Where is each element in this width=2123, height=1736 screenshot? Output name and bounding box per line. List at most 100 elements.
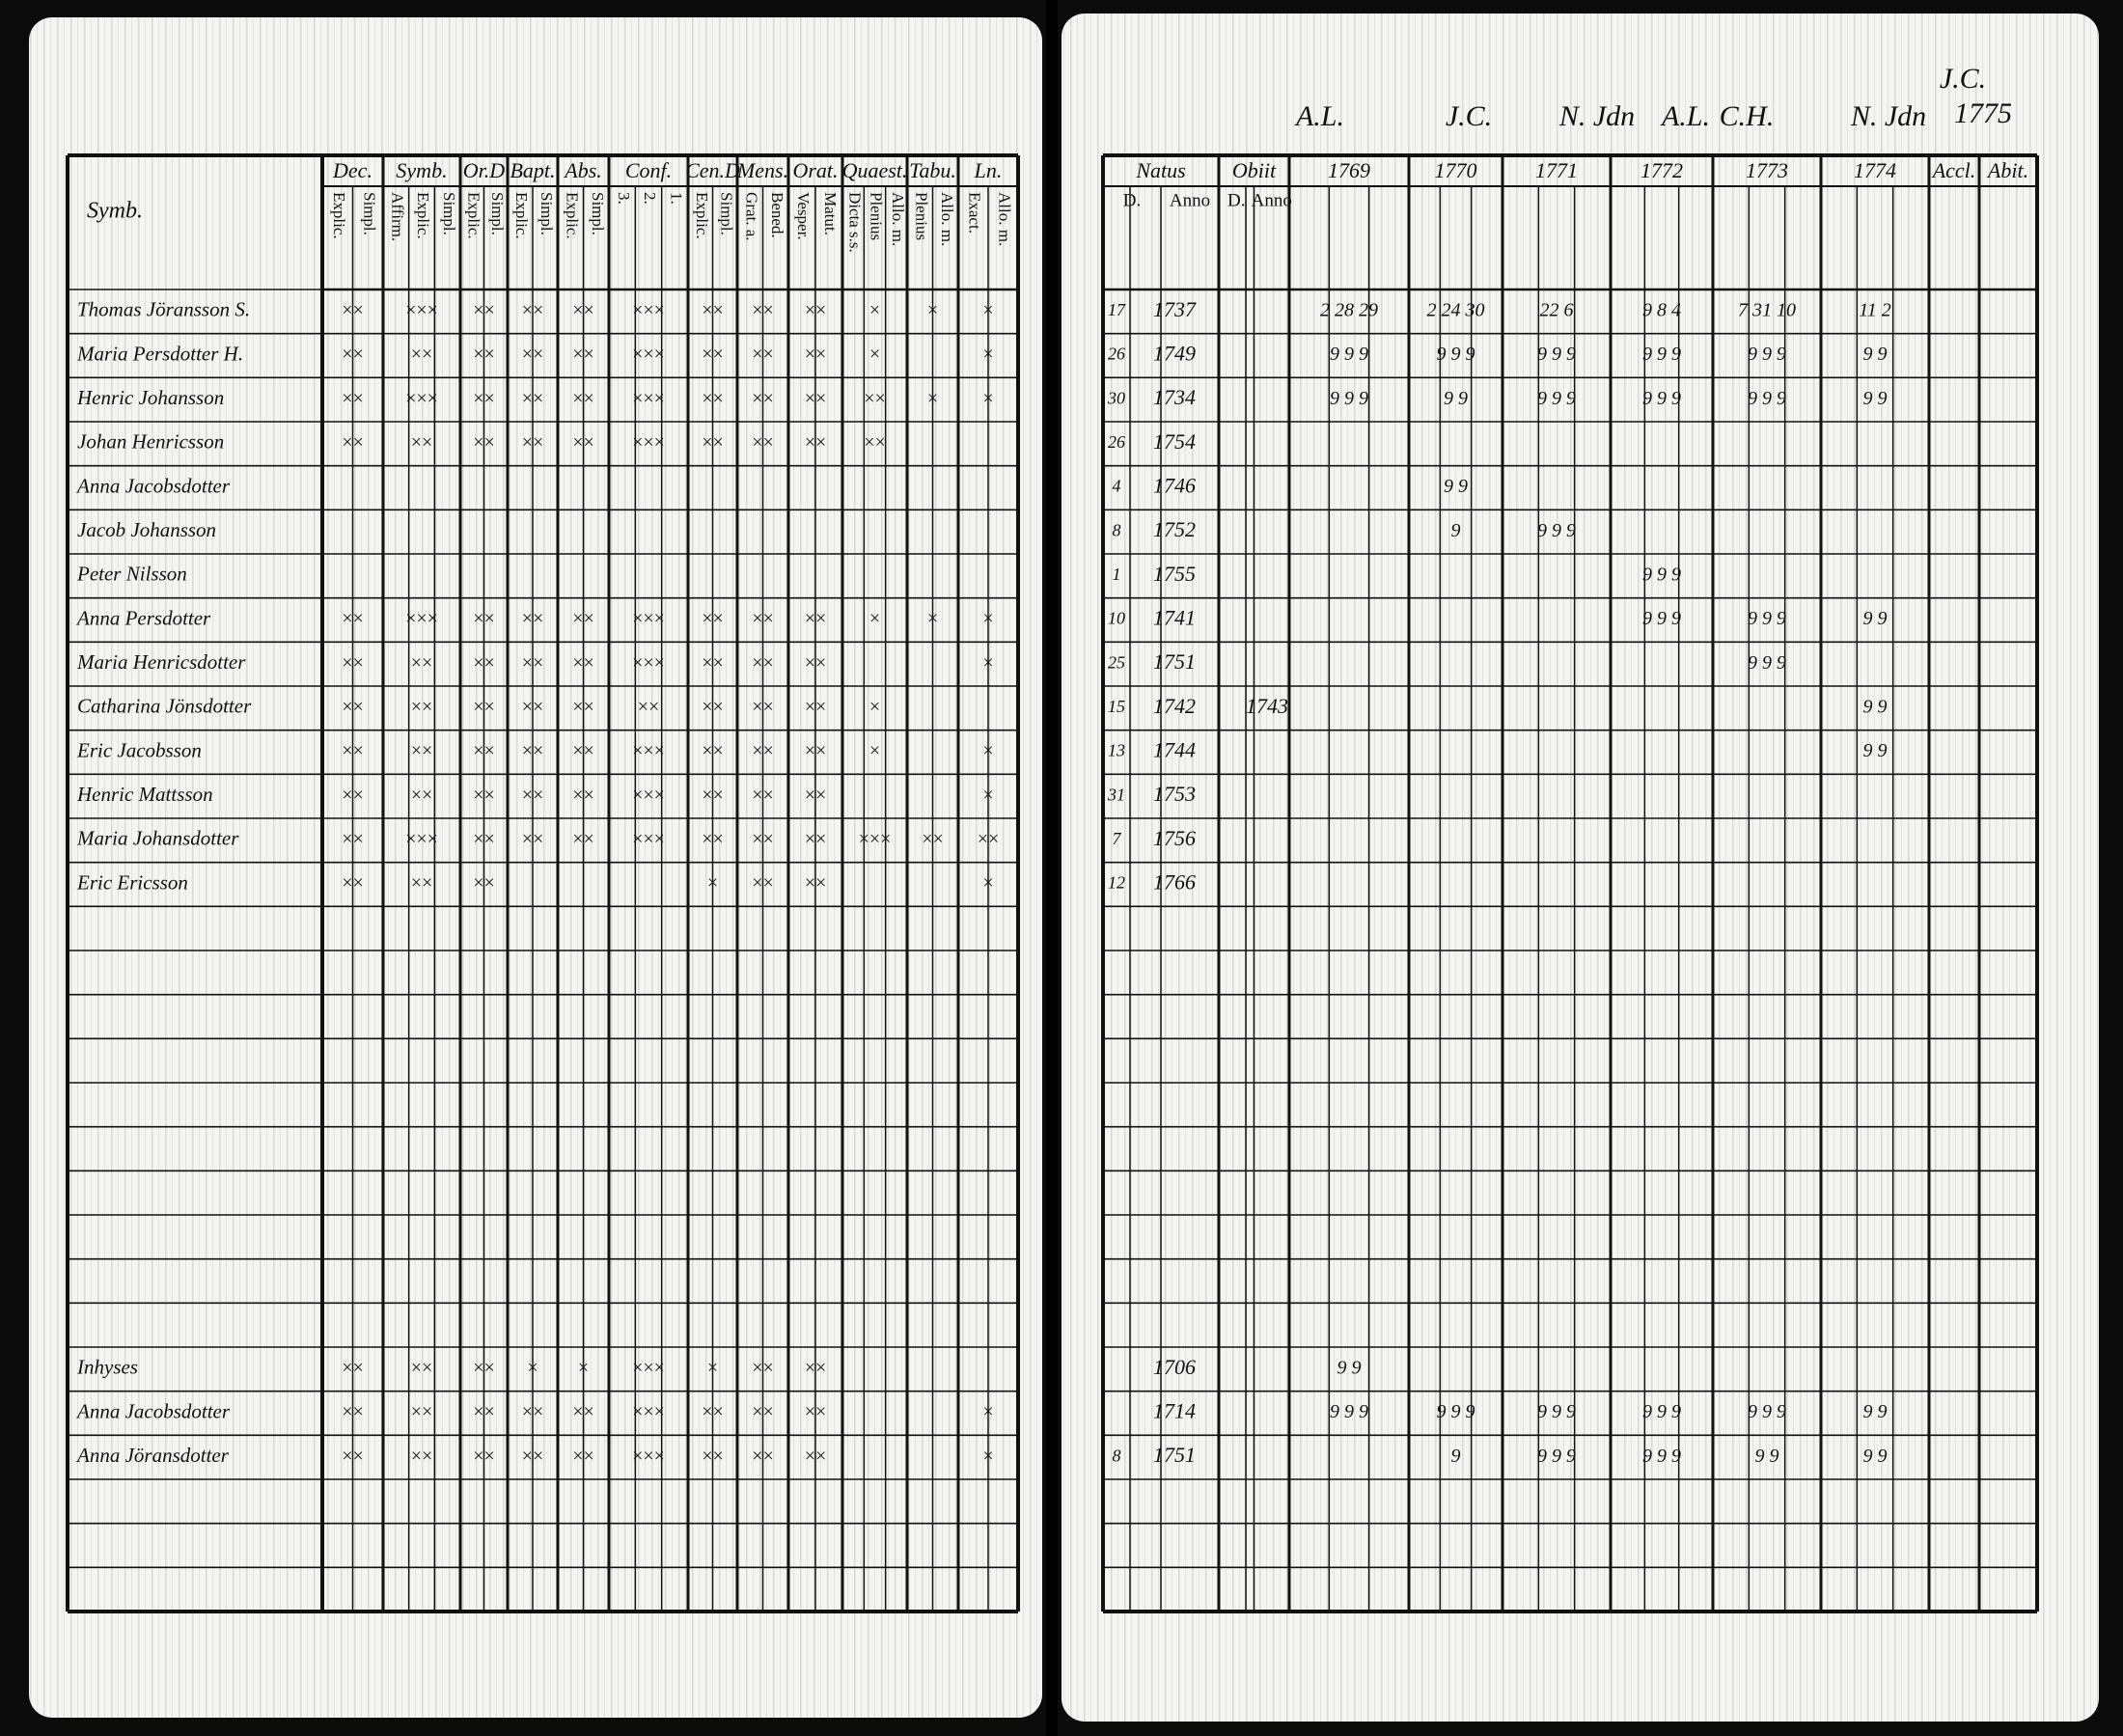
- sub-header: Allo. m.: [889, 192, 907, 246]
- mark: ××: [522, 344, 544, 365]
- mark: ××: [342, 652, 364, 674]
- mark: ××: [752, 785, 774, 806]
- column-header: 1774: [1854, 158, 1896, 182]
- mark: ××: [473, 696, 495, 717]
- column-header: Natus: [1135, 158, 1185, 182]
- mark: ××: [922, 828, 944, 849]
- column-header: Bapt.: [510, 158, 555, 182]
- mark: ××: [473, 1357, 495, 1378]
- birth-year: 1754: [1153, 429, 1196, 454]
- mark: ×: [982, 872, 993, 894]
- mark: ××: [702, 299, 724, 320]
- birth-year: 1734: [1153, 385, 1196, 409]
- mark: ××: [522, 785, 544, 806]
- mark: ××: [342, 388, 364, 409]
- person-name: Maria Persdotter H.: [76, 342, 243, 365]
- mark: ×: [869, 299, 880, 320]
- mark: ××: [805, 696, 827, 717]
- mark: ××: [411, 872, 433, 894]
- birth-year: 1746: [1153, 474, 1196, 498]
- mark: ××: [864, 431, 886, 453]
- mark: ××: [342, 785, 364, 806]
- mark: ×: [869, 608, 880, 629]
- person-name: Maria Johansdotter: [76, 827, 239, 850]
- mark: ×: [869, 344, 880, 365]
- mark: 9 9: [1444, 476, 1468, 497]
- birth-day: 4: [1113, 477, 1121, 496]
- mark: 9 9 9: [1537, 520, 1576, 541]
- mark: ××: [522, 1401, 544, 1422]
- mark: ×: [869, 696, 880, 717]
- mark: ×: [927, 608, 938, 629]
- birth-day: 12: [1108, 873, 1125, 893]
- mark: ××: [702, 344, 724, 365]
- mark: 9 9: [1337, 1357, 1362, 1378]
- mark: ××: [522, 608, 544, 629]
- mark: ××: [572, 388, 594, 409]
- birth-day: 15: [1108, 697, 1125, 716]
- mark: ××: [572, 652, 594, 674]
- column-header: 1770: [1435, 158, 1477, 182]
- mark: ×: [982, 608, 993, 629]
- sub-header: Matut.: [821, 192, 840, 235]
- mark: ××: [702, 785, 724, 806]
- birth-year: 1742: [1153, 694, 1196, 718]
- corner-label: Symb.: [87, 199, 143, 224]
- mark: ××: [473, 740, 495, 761]
- mark: ×: [578, 1357, 589, 1378]
- mark: 9 9: [1444, 388, 1468, 409]
- mark: 9 9 9: [1330, 388, 1368, 409]
- mark: ××: [473, 872, 495, 894]
- mark: ××: [752, 608, 774, 629]
- mark: ××: [805, 1357, 827, 1378]
- mark: ××: [342, 740, 364, 761]
- mark: ××: [805, 344, 827, 365]
- mark: ×××: [632, 344, 665, 365]
- mark: ××: [752, 828, 774, 849]
- mark: ×××: [405, 299, 438, 320]
- mark: ××: [805, 1401, 827, 1422]
- mark: ×××: [632, 431, 665, 453]
- mark: ××: [805, 608, 827, 629]
- sub-header: Explic.: [464, 192, 482, 239]
- mark: ××: [411, 431, 433, 453]
- sub-header: Plenius: [912, 192, 930, 240]
- mark: ××: [752, 344, 774, 365]
- mark: 9 9 9: [1537, 344, 1576, 365]
- mark: 9 9 9: [1642, 608, 1681, 629]
- mark: ×: [707, 1357, 718, 1378]
- person-name: Henric Mattsson: [76, 783, 213, 806]
- birth-year: 1741: [1153, 606, 1196, 630]
- sub-header: 3.: [615, 192, 633, 205]
- mark: ××: [805, 785, 827, 806]
- birth-year: 1766: [1153, 870, 1196, 895]
- birth-year: 1752: [1153, 517, 1196, 541]
- mark: ××: [473, 652, 495, 674]
- mark: ××: [411, 344, 433, 365]
- mark: 7 31 10: [1738, 299, 1796, 320]
- mark: ××: [342, 299, 364, 320]
- mark: ××: [473, 828, 495, 849]
- mark: ×××: [632, 608, 665, 629]
- mark: ××: [752, 431, 774, 453]
- mark: ××: [752, 299, 774, 320]
- column-header: 1772: [1640, 158, 1683, 182]
- mark: ××: [702, 696, 724, 717]
- birth-day: 8: [1113, 1446, 1121, 1465]
- person-name: Henric Johansson: [76, 386, 224, 409]
- mark: ××: [805, 388, 827, 409]
- mark: 9 9 9: [1642, 1446, 1681, 1467]
- person-name: Catharina Jönsdotter: [77, 695, 252, 718]
- mark: ××: [342, 1357, 364, 1378]
- column-header: Abs.: [563, 158, 602, 182]
- mark: 9 9 9: [1642, 344, 1681, 365]
- mark: 9: [1451, 1446, 1461, 1467]
- mark: ××: [473, 388, 495, 409]
- mark: ××: [978, 828, 1000, 849]
- birth-day: 30: [1107, 388, 1125, 407]
- mark: ××: [522, 1446, 544, 1467]
- mark: ××: [522, 431, 544, 453]
- annotation: A.L.: [1660, 100, 1710, 132]
- mark: ××: [752, 696, 774, 717]
- spine: [1046, 0, 1058, 1736]
